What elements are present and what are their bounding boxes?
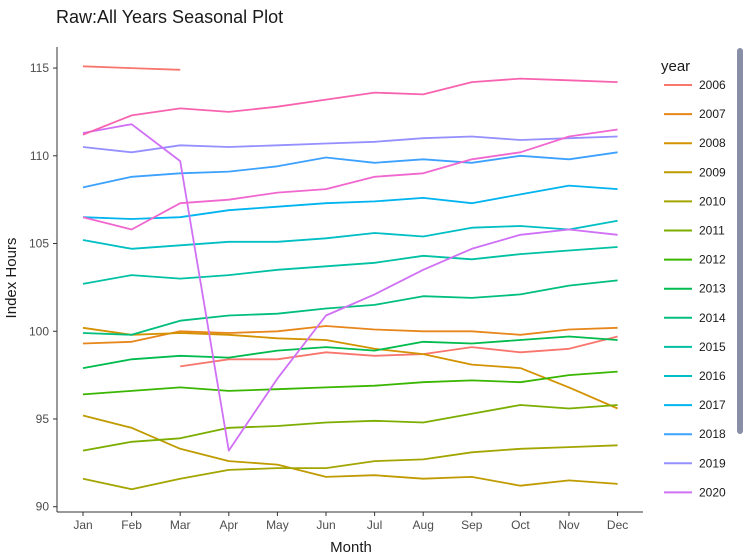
legend-label: 2017 [699,398,726,412]
series-line-2010 [82,444,618,491]
series-line-2012 [82,370,618,396]
legend-item-2008[interactable]: 2008 [664,136,726,150]
x-tick-label: Jul [367,518,382,532]
legend-item-2007[interactable]: 2007 [664,107,726,121]
y-tick-label: 100 [29,324,49,338]
x-tick-label: Sep [461,518,483,532]
series-line-2017 [82,184,618,220]
legend-label: 2014 [699,311,726,325]
legend-item-2020[interactable]: 2020 [664,485,726,499]
x-tick-label: Mar [170,518,191,532]
series-line-2008 [82,326,618,410]
legend-item-2010[interactable]: 2010 [664,194,726,208]
legend-item-2006[interactable]: 2006 [664,78,726,92]
legend-label: 2008 [699,136,726,150]
series-line-2007 [82,325,618,345]
legend-item-2012[interactable]: 2012 [664,253,726,267]
series-line-2020 [82,77,618,136]
y-axis-title: Index Hours [3,238,20,319]
x-axis-title: Month [330,539,372,553]
series-line-2015 [82,246,618,285]
legend-label: 2006 [699,78,726,92]
y-tick-label: 110 [30,149,49,163]
legend-item-2017[interactable]: 2017 [664,398,726,412]
series-line-2020 [82,123,618,452]
series-line-2009 [82,414,618,487]
y-tick-label: 90 [36,500,50,514]
series-line-2019 [82,135,618,154]
x-tick-label: Apr [219,518,238,532]
axes: 90 95 100 105 110 115 Jan Feb Mar Apr May Jun Jul Aug… [29,47,643,532]
x-tick-label: Jun [316,518,335,532]
series-line-2014 [82,279,618,336]
legend-item-2014[interactable]: 2014 [664,311,726,325]
legend-label: 2011 [699,224,725,238]
x-tick-label: Oct [511,518,530,532]
legend-item-2013[interactable]: 2013 [664,282,726,296]
y-tick-label: 95 [36,412,50,426]
legend-item-2015[interactable]: 2015 [664,340,726,354]
x-tick-label: Aug [413,518,434,532]
x-tick-label: May [266,518,289,532]
legend-title: year [661,58,690,75]
legend-label: 2020 [699,485,726,499]
legend-label: 2015 [699,340,726,354]
legend: 2006 2007 2008 2009 2010 2011 2012 2013 2014 2015… [664,78,726,499]
legend-item-2019[interactable]: 2019 [664,456,726,470]
legend-label: 2018 [699,427,726,441]
legend-item-2011[interactable]: 2011 [664,224,725,238]
legend-label: 2009 [699,165,726,179]
legend-label: 2010 [699,194,726,208]
series-line-2006 [82,65,181,71]
legend-label: 2007 [699,107,726,121]
legend-item-2016[interactable]: 2016 [664,369,726,383]
series-line-2020 [82,128,618,231]
legend-label: 2012 [699,253,726,267]
legend-label: 2016 [699,369,726,383]
series-line-2016 [82,219,618,250]
legend-label: 2013 [699,282,726,296]
legend-label: 2019 [699,456,726,470]
series-line-2018 [82,151,618,189]
x-tick-label: Feb [121,518,142,532]
legend-item-2018[interactable]: 2018 [664,427,726,441]
x-tick-label: Dec [607,518,628,532]
y-tick-label: 105 [29,237,49,251]
series-line-2011 [82,404,618,452]
series-line-2006 [180,335,618,368]
x-tick-label: Jan [73,518,92,532]
series-line-2013 [82,335,618,369]
legend-item-2009[interactable]: 2009 [664,165,726,179]
y-tick-label: 115 [30,61,49,75]
chart-title: Raw:All Years Seasonal Plot [56,7,283,27]
x-tick-label: Nov [558,518,579,532]
legend-scrollbar[interactable] [737,48,743,434]
series-lines [82,65,618,491]
